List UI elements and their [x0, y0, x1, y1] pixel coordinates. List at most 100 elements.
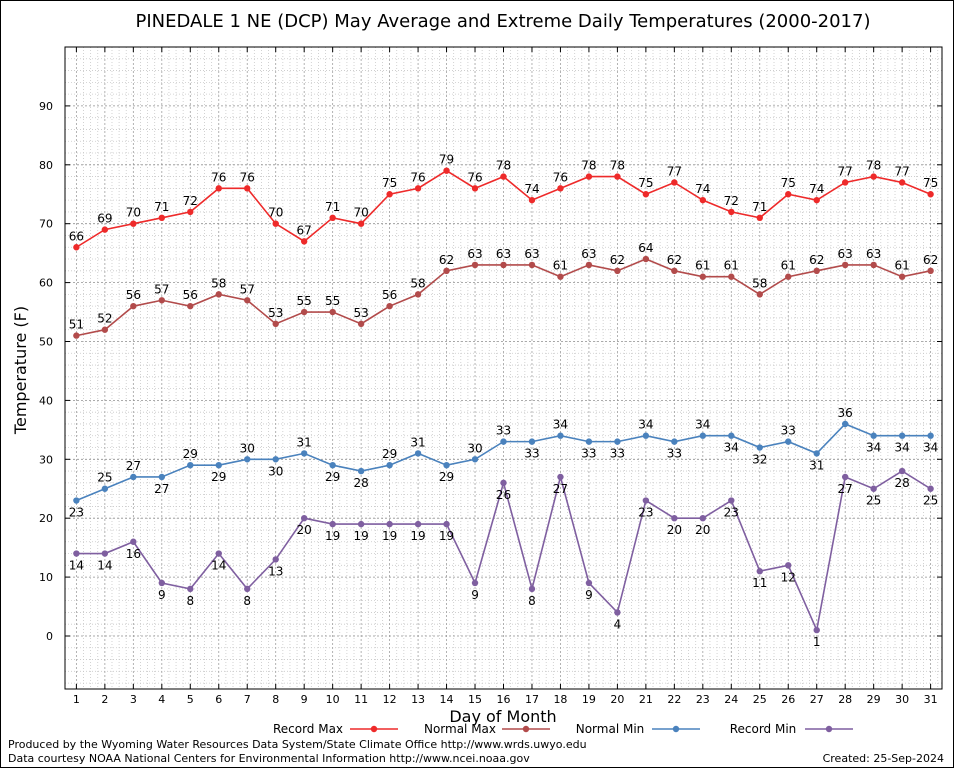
data-label: 34	[894, 441, 909, 455]
legend-marker	[825, 725, 833, 733]
data-point	[813, 626, 820, 634]
data-label: 78	[866, 159, 881, 173]
data-label: 34	[923, 441, 938, 455]
data-point	[898, 432, 906, 439]
data-point	[73, 244, 80, 251]
data-label: 19	[382, 529, 397, 543]
y-tick-label: 90	[39, 100, 53, 113]
data-label: 62	[610, 253, 625, 267]
data-label: 61	[781, 259, 796, 273]
data-label: 19	[353, 529, 368, 543]
data-point	[557, 273, 564, 280]
data-point	[813, 450, 820, 457]
data-point	[927, 267, 934, 275]
legend-label: Normal Min	[576, 722, 645, 736]
data-point	[671, 438, 678, 445]
data-label: 76	[240, 170, 255, 184]
data-point	[500, 479, 507, 487]
data-point	[73, 497, 80, 504]
data-point	[699, 196, 707, 204]
x-tick-label: 8	[272, 693, 279, 706]
legend: Record Max Normal Max Normal Min Record Min	[273, 722, 853, 736]
data-label: 70	[353, 206, 368, 220]
data-label: 74	[524, 182, 539, 196]
data-point	[642, 255, 650, 263]
data-point	[500, 438, 507, 445]
x-tick-label: 7	[244, 693, 251, 706]
data-point	[101, 326, 109, 333]
data-label: 25	[97, 471, 112, 485]
y-tick-label: 70	[39, 218, 53, 231]
data-point	[898, 273, 906, 280]
x-tick-label: 27	[810, 693, 824, 706]
legend-label: Record Max	[273, 722, 343, 736]
data-label: 31	[297, 435, 312, 449]
data-point	[898, 179, 906, 186]
data-label: 61	[894, 259, 909, 273]
data-label: 63	[524, 247, 539, 261]
data-label: 34	[724, 441, 739, 455]
data-point	[528, 261, 536, 269]
data-label: 27	[154, 482, 169, 496]
data-label: 79	[439, 153, 454, 167]
data-point	[414, 520, 422, 528]
data-label: 13	[268, 564, 283, 578]
data-label: 8	[186, 594, 194, 608]
data-label: 77	[838, 164, 853, 178]
legend-label: Record Min	[730, 722, 797, 736]
data-label: 19	[410, 529, 425, 543]
data-point	[500, 261, 507, 269]
data-label: 66	[69, 229, 84, 243]
data-point	[699, 514, 707, 522]
x-tick-label: 22	[667, 693, 681, 706]
data-point	[471, 456, 479, 463]
data-label: 33	[610, 447, 625, 461]
data-point	[642, 191, 650, 198]
data-label: 28	[894, 476, 909, 490]
data-point	[557, 473, 564, 481]
data-point	[841, 179, 849, 186]
data-point	[414, 291, 422, 298]
data-label: 64	[638, 241, 653, 255]
data-point	[870, 485, 877, 492]
data-label: 55	[325, 294, 340, 308]
data-label: 14	[211, 559, 226, 573]
data-label: 34	[553, 418, 568, 432]
data-point	[756, 214, 763, 222]
legend-marker	[522, 725, 530, 733]
data-label: 33	[667, 447, 682, 461]
data-point	[671, 514, 678, 522]
x-tick-label: 20	[610, 693, 624, 706]
data-label: 63	[838, 247, 853, 261]
data-point	[614, 267, 621, 275]
data-label: 74	[809, 182, 824, 196]
data-point	[528, 585, 536, 593]
x-tick-label: 18	[553, 693, 567, 706]
data-label: 23	[69, 506, 84, 520]
data-point	[329, 308, 336, 316]
y-tick-label: 30	[39, 453, 53, 466]
data-point	[187, 585, 194, 593]
data-label: 75	[781, 176, 796, 190]
data-point	[813, 267, 820, 275]
data-label: 14	[97, 559, 112, 573]
data-point	[614, 173, 621, 180]
x-tick-label: 23	[696, 693, 710, 706]
data-point	[443, 267, 450, 275]
data-point	[841, 261, 849, 269]
data-point	[585, 261, 593, 269]
x-tick-label: 11	[354, 693, 368, 706]
data-point	[927, 432, 934, 439]
data-label: 34	[866, 441, 881, 455]
data-label: 30	[240, 441, 255, 455]
x-tick-label: 31	[924, 693, 938, 706]
data-label: 57	[240, 282, 255, 296]
data-label: 76	[553, 170, 568, 184]
data-point	[158, 214, 166, 222]
x-tick-label: 16	[497, 693, 511, 706]
x-tick-label: 25	[753, 693, 767, 706]
data-label: 23	[638, 506, 653, 520]
data-label: 55	[297, 294, 312, 308]
data-point	[357, 320, 365, 328]
